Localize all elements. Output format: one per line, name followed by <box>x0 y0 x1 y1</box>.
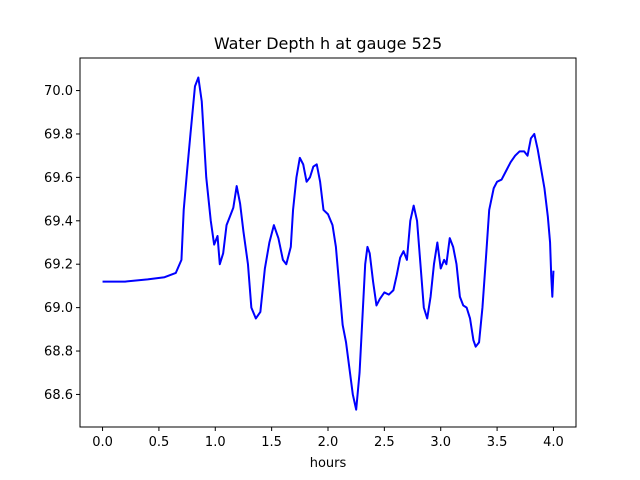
y-tick-label: 69.0 <box>44 301 73 316</box>
x-axis: 0.0 0.5 1.0 1.5 2.0 2.5 3.0 3.5 4.0 <box>92 427 564 450</box>
x-tick-label: 3.0 <box>430 435 451 450</box>
y-tick-label: 68.6 <box>44 388 73 403</box>
y-axis: 68.6 68.8 69.0 69.2 69.4 69.6 69.8 70.0 <box>44 84 80 403</box>
x-tick-label: 3.5 <box>487 435 508 450</box>
x-tick-label: 0.5 <box>149 435 170 450</box>
x-tick-label: 2.0 <box>318 435 339 450</box>
x-tick-label: 4.0 <box>543 435 564 450</box>
series-line-0 <box>102 76 555 411</box>
y-tick-label: 68.8 <box>44 345 73 360</box>
plot-area <box>80 58 576 427</box>
y-tick-label: 69.4 <box>44 214 73 229</box>
y-tick-label: 69.8 <box>44 127 73 142</box>
chart-title: Water Depth h at gauge 525 <box>214 34 442 53</box>
x-tick-label: 1.0 <box>205 435 226 450</box>
x-tick-label: 2.5 <box>374 435 395 450</box>
y-tick-label: 69.2 <box>44 258 73 273</box>
x-tick-label: 1.5 <box>261 435 282 450</box>
y-tick-label: 70.0 <box>44 84 73 99</box>
y-tick-label: 69.6 <box>44 171 73 186</box>
x-axis-label: hours <box>310 456 347 471</box>
x-tick-label: 0.0 <box>92 435 113 450</box>
series-layer <box>102 76 555 411</box>
